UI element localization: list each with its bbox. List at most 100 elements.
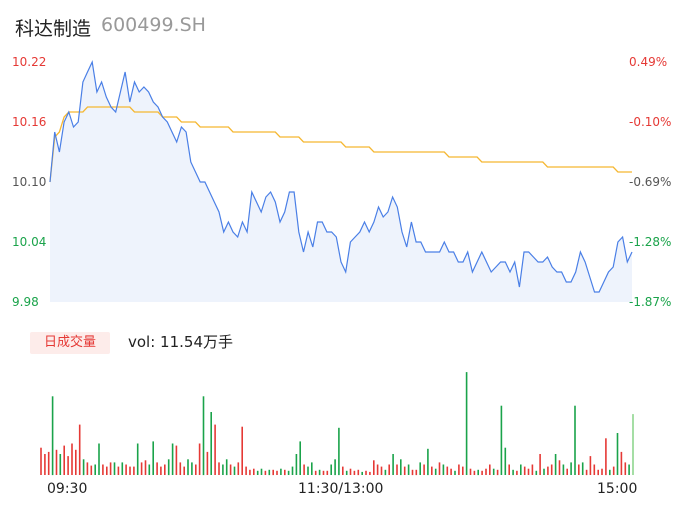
volume-bar [539, 454, 541, 475]
volume-bar [109, 462, 112, 475]
avg-price-line [49, 106, 632, 183]
volume-bar [225, 459, 228, 476]
volume-bar [276, 470, 278, 475]
volume-bar [125, 464, 127, 475]
volume-bar [113, 462, 116, 475]
volume-bar [581, 462, 584, 475]
volume-bar [121, 462, 124, 475]
volume-bar [106, 466, 108, 475]
volume-bar [272, 469, 274, 476]
volume-bar [133, 466, 135, 475]
volume-bar [249, 469, 251, 476]
volume-bar [284, 469, 286, 476]
volume-bar [353, 470, 356, 475]
price-axis-label: 9.98 [12, 295, 39, 309]
pct-axis-label: 0.49% [629, 55, 668, 69]
volume-bar [322, 470, 325, 475]
volume-bar [55, 449, 58, 475]
volume-bar [597, 469, 599, 476]
volume-bar [523, 466, 526, 475]
volume-bar [485, 468, 487, 475]
volume-bar [531, 464, 534, 475]
volume-bar [427, 448, 429, 476]
volume-bar [47, 451, 50, 475]
volume-bar [260, 468, 263, 475]
volume-bar [40, 447, 42, 475]
volume-bar [245, 466, 247, 475]
volume-bar [543, 468, 545, 475]
volume-bar [82, 459, 85, 476]
volume-bar [527, 468, 530, 475]
volume-bar [330, 464, 332, 475]
volume-bar [574, 405, 576, 475]
volume-bar [535, 470, 538, 475]
volume-bar [361, 471, 363, 475]
volume-bar [434, 468, 437, 475]
volume-bar [609, 469, 611, 476]
volume-bar [570, 462, 572, 475]
volume-bar [90, 465, 93, 475]
volume-bar [222, 464, 224, 475]
stock-code: 600499.SH [101, 14, 206, 36]
volume-bar [191, 462, 193, 475]
volume-bar [233, 466, 236, 475]
price-axis-label: 10.16 [12, 115, 47, 129]
time-label-open: 09:30 [47, 481, 88, 497]
volume-bar [268, 469, 271, 476]
volume-bar [71, 443, 73, 475]
volume-bar [253, 468, 255, 475]
volume-bar [326, 470, 329, 475]
volume-bar [419, 462, 421, 475]
volume-bar [477, 469, 479, 476]
volume-bar [566, 468, 568, 475]
volume-bar [241, 426, 243, 475]
volume-bar [264, 470, 267, 475]
volume-bar [345, 470, 348, 475]
pct-axis-label: -1.87% [629, 295, 672, 309]
time-label-close: 15:00 [597, 481, 638, 497]
volume-bar [171, 443, 174, 475]
volume-bar [462, 466, 464, 475]
pct-axis-label: -0.69% [629, 175, 672, 189]
volume-bar [59, 454, 62, 475]
volume-bar [156, 462, 158, 475]
volume-bar [605, 438, 607, 476]
volume-bar [342, 466, 344, 475]
volume-bar [492, 468, 495, 475]
volume-bar [187, 459, 189, 476]
volume-bar [311, 462, 313, 475]
volume-bar [450, 468, 452, 475]
volume-bar [392, 454, 394, 475]
volume-bar [295, 454, 298, 475]
volume-bar [357, 469, 360, 476]
volume-bar [214, 424, 216, 475]
volume-bar [334, 459, 336, 476]
price-axis-label: 10.10 [12, 175, 47, 189]
price-chart [49, 59, 633, 302]
price-area [50, 62, 632, 302]
volume-bar [195, 464, 197, 475]
volume-bar [218, 462, 220, 475]
volume-bar [86, 462, 89, 475]
volume-bar [129, 466, 131, 475]
volume-bar [388, 464, 390, 475]
time-label-midday: 11:30/13:00 [298, 481, 384, 497]
volume-bar [616, 433, 619, 475]
volume-bar [438, 462, 441, 475]
volume-bar [229, 464, 232, 475]
volume-bar [593, 464, 596, 475]
volume-bar [365, 470, 367, 475]
volume-bar [469, 468, 472, 475]
volume-bar [601, 468, 603, 475]
volume-bar [167, 459, 170, 476]
volume-bar [578, 464, 580, 475]
volume-bar [75, 449, 77, 475]
volume-bar [338, 427, 340, 476]
volume-bar [396, 464, 398, 475]
volume-bar [102, 464, 104, 475]
volume-bar [183, 466, 185, 475]
volume-bar [489, 464, 491, 475]
volume-bar [318, 469, 321, 476]
volume-bar [384, 469, 387, 476]
